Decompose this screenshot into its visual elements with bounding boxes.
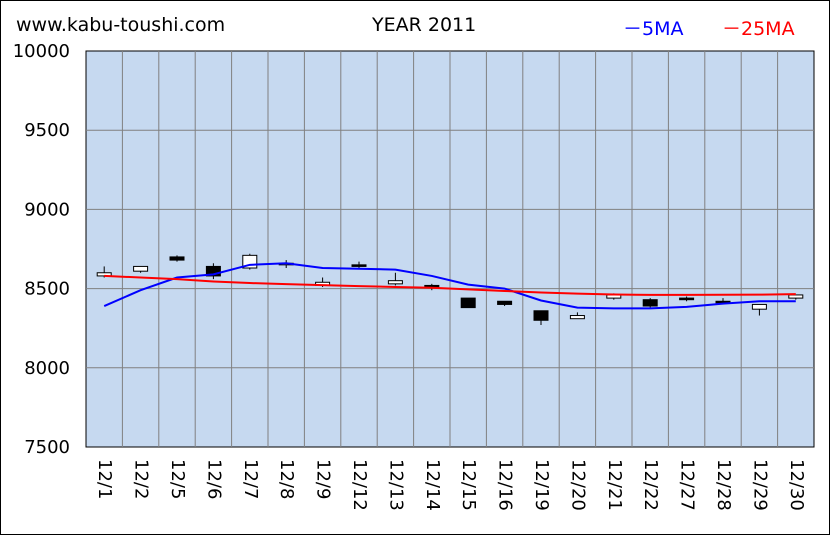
- legend-5ma: －5MA: [623, 18, 684, 40]
- y-tick-label: 9000: [24, 199, 70, 220]
- candle-body: [205, 265, 221, 277]
- x-tick-label: 12/19: [531, 459, 552, 511]
- site-name: www.kabu-toushi.com: [16, 14, 226, 36]
- candle-body: [460, 297, 476, 309]
- candle-body: [642, 299, 658, 307]
- x-tick-label: 12/27: [677, 459, 698, 511]
- x-tick-label: 12/14: [422, 459, 443, 511]
- chart-year-title: YEAR 2011: [372, 14, 477, 36]
- candle-body: [751, 303, 767, 310]
- x-tick-label: 12/9: [313, 459, 334, 499]
- series-line-25ma: [104, 274, 796, 296]
- candle-body: [533, 310, 549, 321]
- x-tick-label: 12/15: [458, 459, 479, 511]
- x-tick-label: 12/12: [349, 459, 370, 511]
- x-tick-label: 12/6: [203, 459, 224, 499]
- candle-body: [133, 265, 149, 272]
- x-tick-label: 12/13: [385, 459, 406, 511]
- x-tick-label: 12/5: [167, 459, 188, 499]
- x-tick-label: 12/2: [131, 459, 152, 499]
- candle-body: [679, 297, 695, 301]
- y-tick-label: 10000: [13, 41, 70, 62]
- x-tick-label: 12/20: [567, 459, 588, 511]
- candle-body: [387, 280, 403, 285]
- x-tick-label: 12/16: [495, 459, 516, 511]
- y-tick-label: 8500: [24, 279, 70, 300]
- x-tick-label: 12/29: [749, 459, 770, 511]
- y-tick-label: 7500: [24, 437, 70, 458]
- x-tick-label: 12/21: [604, 459, 625, 511]
- candle-body: [169, 256, 185, 261]
- x-tick-label: 12/22: [640, 459, 661, 511]
- x-tick-label: 12/7: [240, 459, 261, 499]
- y-tick-label: 9500: [24, 120, 70, 141]
- candle-body: [569, 315, 585, 320]
- x-tick-label: 12/8: [276, 459, 297, 499]
- x-tick-label: 12/1: [94, 459, 115, 499]
- legend-25ma: －25MA: [722, 18, 795, 40]
- candle-body: [351, 264, 367, 267]
- candle-body: [788, 294, 804, 299]
- y-tick-label: 8000: [24, 358, 70, 379]
- x-tick-label: 12/28: [713, 459, 734, 511]
- series-line-5ma: [103, 262, 796, 310]
- x-tick-label: 12/30: [786, 459, 807, 511]
- candle-body: [497, 300, 513, 305]
